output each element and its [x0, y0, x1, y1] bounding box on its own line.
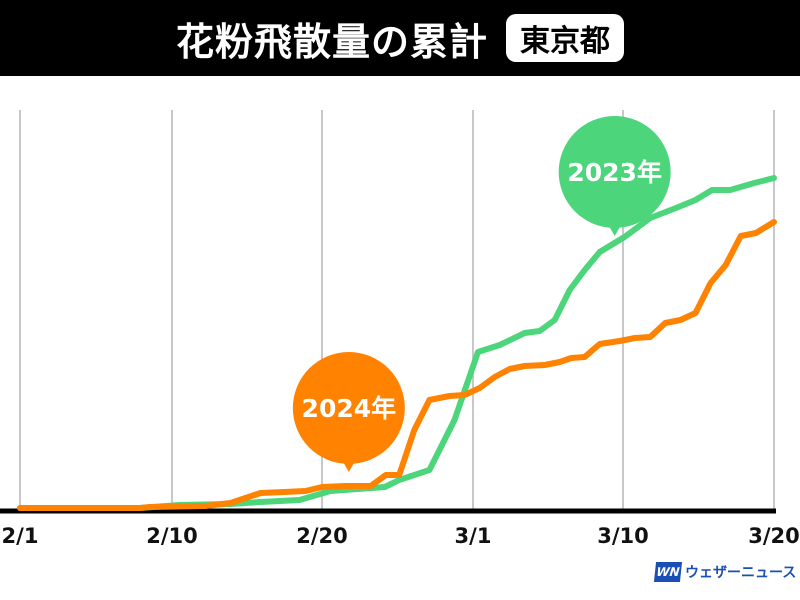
series-label: 2024年 [302, 394, 397, 423]
bubble-pointer [340, 458, 357, 472]
x-tick-label: 3/20 [748, 524, 800, 548]
x-tick-label: 2/20 [296, 524, 348, 548]
series-line [17, 175, 777, 511]
series-label: 2023年 [567, 158, 662, 187]
logo-text: ウェザーニュース [685, 565, 797, 581]
x-tick-label: 2/1 [2, 524, 39, 548]
series-label-bubble [558, 116, 671, 228]
region-badge: 東京都 [506, 14, 624, 62]
x-tick-label: 2/10 [146, 524, 198, 548]
weathernews-logo: WN ウェザーニュース [653, 562, 797, 582]
series-line [17, 219, 777, 511]
x-tick-label: 3/10 [597, 524, 649, 548]
bubble-pointer [606, 222, 623, 236]
x-tick-label: 3/1 [455, 524, 492, 548]
header: 花粉飛散量の累計 東京都 [0, 0, 800, 76]
series-label-bubble [292, 352, 405, 464]
chart-title: 花粉飛散量の累計 [175, 19, 488, 64]
logo-mark: WN [653, 562, 683, 582]
